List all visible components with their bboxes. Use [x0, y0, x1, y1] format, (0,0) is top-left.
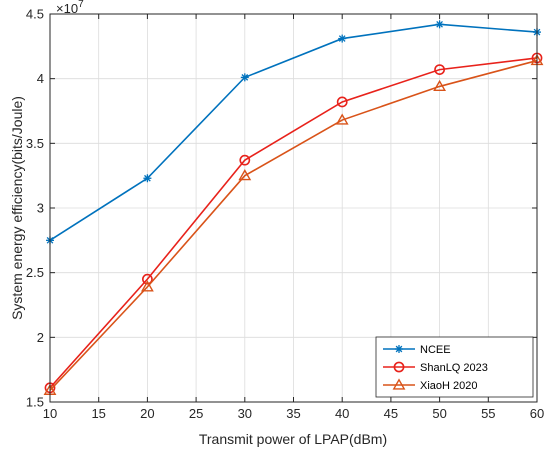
- x-tick-label: 40: [335, 406, 349, 421]
- series-2: [43, 53, 544, 395]
- asterisk-stroke: [395, 345, 403, 353]
- y-tick-label: 2: [37, 330, 44, 345]
- data-point: [140, 280, 154, 292]
- data-point: [238, 169, 252, 181]
- legend-marker: [395, 345, 403, 353]
- series-line: [49, 23, 538, 242]
- x-tick-label: 20: [140, 406, 154, 421]
- x-tick-label: 35: [286, 406, 300, 421]
- tick-marks: [49, 13, 538, 403]
- data-point: [239, 154, 251, 166]
- legend-marker: [393, 361, 405, 373]
- x-tick-label: 45: [384, 406, 398, 421]
- x-tick-label: 25: [189, 406, 203, 421]
- asterisk-stroke: [338, 35, 346, 42]
- y-multiplier: ×107: [56, 0, 84, 16]
- asterisk-stroke: [436, 21, 443, 28]
- x-tick-label: 55: [481, 406, 495, 421]
- legend-label: ShanLQ 2023: [420, 362, 488, 374]
- asterisk-stroke: [144, 174, 151, 182]
- data-point: [433, 79, 447, 92]
- y-axis-label: System energy efficiency(bits/Joule): [9, 96, 25, 320]
- data-point: [240, 73, 249, 82]
- x-tick-label: 15: [91, 406, 105, 421]
- legend-item: ShanLQ 2023: [383, 361, 488, 374]
- series-line: [49, 59, 538, 391]
- legend-item: NCEE: [383, 344, 451, 356]
- asterisk-stroke: [241, 74, 249, 81]
- x-tick-label: 60: [530, 406, 544, 421]
- data-point: [338, 34, 347, 43]
- tick-labels: 10 15 20 25 30 35 40 45 50 55 60 1.5 2 2.5 3 3.5 4 4.5: [26, 7, 544, 422]
- legend-items: NCEE ShanLQ 2023 XiaoH 2020: [383, 344, 488, 392]
- data-point: [434, 64, 445, 76]
- data-point: [435, 20, 444, 29]
- x-tick-label: 50: [432, 406, 446, 421]
- legend-marker: [392, 378, 406, 390]
- data-point: [336, 96, 348, 108]
- legend-label: XiaoH 2020: [420, 380, 478, 392]
- y-tick-label: 4.5: [26, 7, 44, 22]
- legend-item: XiaoH 2020: [383, 378, 478, 392]
- x-tick-label: 10: [43, 406, 57, 421]
- data-point: [335, 113, 349, 125]
- y-tick-label: 4: [37, 71, 44, 86]
- y-tick-label: 2.5: [26, 265, 44, 280]
- series-1: [44, 52, 543, 394]
- legend: NCEE ShanLQ 2023 XiaoH 2020: [375, 336, 534, 398]
- x-tick-label: 30: [238, 406, 252, 421]
- series-layer: [43, 20, 544, 395]
- y-tick-label: 3: [37, 201, 44, 216]
- y-tick-label: 3.5: [26, 136, 44, 151]
- x-axis-label: Transmit power of LPAP(dBm): [199, 431, 387, 447]
- data-point: [143, 174, 152, 183]
- data-point: [141, 273, 153, 285]
- series-line: [49, 57, 538, 389]
- y-tick-label: 1.5: [26, 395, 44, 410]
- legend-label: NCEE: [420, 344, 451, 356]
